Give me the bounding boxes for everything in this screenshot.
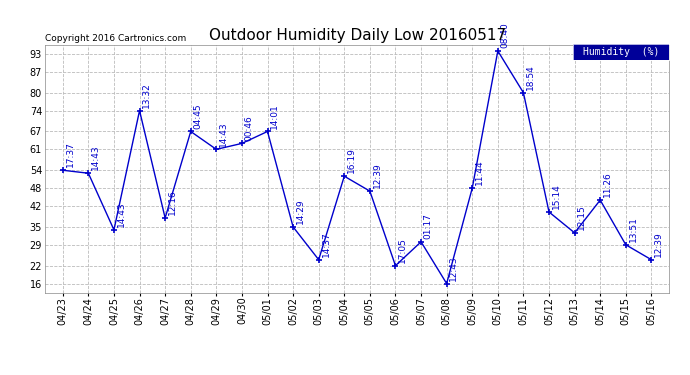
Text: 14:43: 14:43: [117, 201, 126, 227]
Text: 14:37: 14:37: [322, 231, 331, 257]
Text: 04:45: 04:45: [193, 103, 202, 129]
Text: 01:17: 01:17: [424, 213, 433, 239]
Text: 14:43: 14:43: [219, 121, 228, 147]
Text: 12:39: 12:39: [373, 163, 382, 188]
Text: 15:14: 15:14: [552, 183, 561, 209]
Text: 12:39: 12:39: [654, 231, 663, 257]
Text: 18:54: 18:54: [526, 64, 535, 90]
Text: 08:40: 08:40: [501, 22, 510, 48]
Text: 12:16: 12:16: [168, 189, 177, 215]
Text: 14:01: 14:01: [270, 103, 279, 129]
Text: 12:43: 12:43: [449, 255, 458, 281]
Text: 12:15: 12:15: [578, 204, 586, 230]
Text: 11:44: 11:44: [475, 160, 484, 185]
Text: 17:05: 17:05: [398, 237, 407, 263]
Text: 13:32: 13:32: [142, 82, 151, 108]
Title: Outdoor Humidity Daily Low 20160517: Outdoor Humidity Daily Low 20160517: [208, 28, 506, 43]
Text: 17:37: 17:37: [66, 142, 75, 168]
Text: Copyright 2016 Cartronics.com: Copyright 2016 Cartronics.com: [45, 33, 186, 42]
Text: 16:19: 16:19: [347, 147, 356, 173]
Text: 14:29: 14:29: [296, 198, 305, 224]
Text: 11:26: 11:26: [603, 171, 612, 197]
Text: 00:46: 00:46: [245, 115, 254, 141]
Text: 13:51: 13:51: [629, 216, 638, 242]
Text: 14:43: 14:43: [91, 145, 100, 171]
